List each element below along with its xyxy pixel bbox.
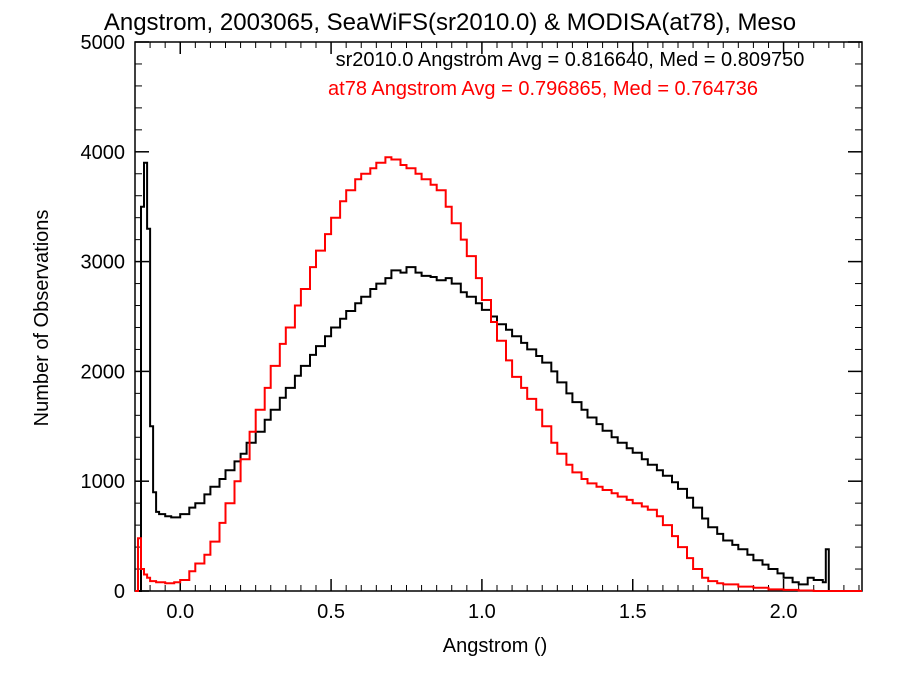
y-axis-label: Number of Observations (31, 210, 53, 427)
plot-area-border (134, 41, 863, 592)
red-histogram-series (135, 156, 862, 592)
x-tick-label: 0.0 (166, 601, 194, 623)
y-tick-label: 0 (114, 581, 125, 603)
x-tick-label: 1.0 (468, 601, 496, 623)
y-tick-label: 3000 (81, 252, 126, 274)
x-tick-label: 0.5 (317, 601, 345, 623)
y-tick-label: 1000 (81, 471, 126, 493)
black-histogram-series (135, 161, 862, 592)
plot-frame (134, 41, 863, 592)
black-series-stats-annotation: sr2010.0 Angstrom Avg = 0.816640, Med = … (336, 49, 805, 71)
x-tick-label: 1.5 (619, 601, 647, 623)
chart-title: Angstrom, 2003065, SeaWiFS(sr2010.0) & M… (104, 9, 796, 36)
x-tick-label: 2.0 (770, 601, 798, 623)
y-tick-label: 2000 (81, 361, 126, 383)
series-lines (135, 156, 862, 592)
x-axis-ticks: 0.0 0.5 1.0 1.5 2.0 (134, 42, 860, 623)
x-axis-label: Angstrom () (443, 635, 547, 657)
y-axis-ticks: 0 1000 2000 3000 4000 5000 (81, 32, 862, 603)
y-tick-label: 5000 (81, 32, 126, 54)
y-tick-label: 4000 (81, 142, 126, 164)
red-series-stats-annotation: at78 Angstrom Avg = 0.796865, Med = 0.76… (328, 78, 758, 100)
